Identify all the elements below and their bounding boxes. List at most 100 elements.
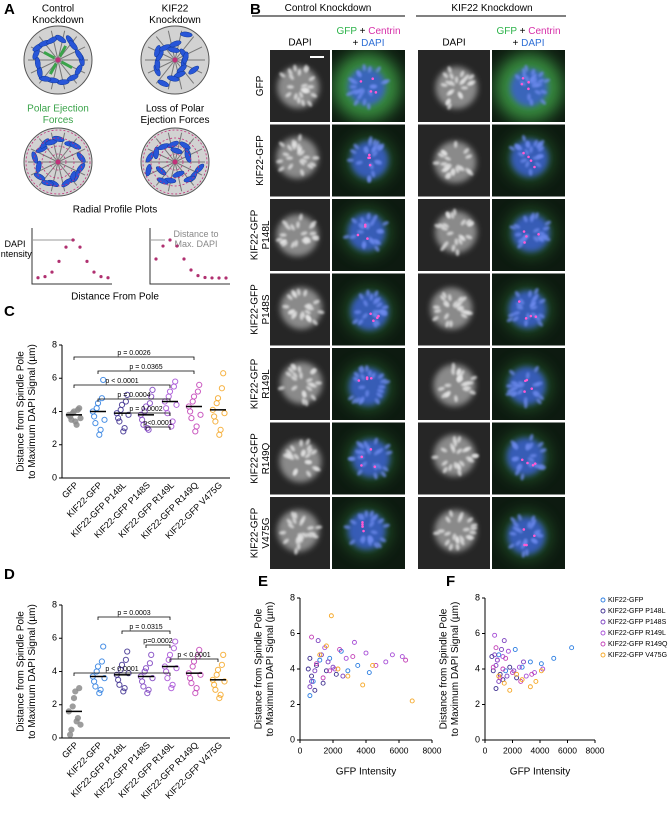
panel-label: C <box>4 303 15 320</box>
chromatin <box>453 140 458 148</box>
chromosome <box>156 177 169 185</box>
chromatin <box>442 223 449 228</box>
chromatin <box>357 469 363 476</box>
centrin-spot <box>356 233 360 237</box>
chromatin <box>434 309 442 313</box>
data-point <box>314 661 319 667</box>
chromatin <box>536 235 544 241</box>
chromatin <box>529 98 534 106</box>
chromatin <box>366 212 371 220</box>
radial-ring <box>49 153 67 171</box>
chromatin <box>508 145 516 151</box>
chromatin <box>367 175 371 183</box>
chromatin <box>290 224 295 231</box>
chromatin <box>287 523 295 529</box>
chromatin <box>299 150 305 156</box>
data-point <box>173 401 180 408</box>
centrin-spot <box>357 379 361 382</box>
data-point <box>120 428 127 435</box>
data-point <box>317 652 323 658</box>
column-header: DAPI <box>442 38 465 49</box>
chromatin <box>465 154 472 159</box>
chromatin <box>292 372 298 378</box>
chromatin <box>452 300 458 307</box>
spindle <box>50 161 59 192</box>
chromatin <box>517 514 522 521</box>
data-point <box>69 703 76 710</box>
spindle <box>57 46 86 61</box>
data-point <box>68 726 75 733</box>
micrograph <box>418 497 490 569</box>
radial-ring <box>142 129 208 195</box>
data-point <box>340 673 346 679</box>
spindle <box>174 138 195 163</box>
y-tick-label: 0 <box>290 734 295 744</box>
pole <box>172 57 178 63</box>
p-value: p=0.0002 <box>143 638 172 645</box>
significance-bracket <box>97 616 171 620</box>
row-label: KIF22-GFPP148L <box>249 209 272 260</box>
y-axis-label-line: to Maximum DAPI Signal (µm) <box>26 604 37 739</box>
chromatin <box>303 64 308 72</box>
chromatin <box>539 464 547 469</box>
chromatin <box>303 289 308 297</box>
centrin-spot <box>365 377 369 381</box>
chromatin <box>457 469 462 477</box>
data-point <box>194 388 201 395</box>
micrograph <box>418 124 490 197</box>
chromatin <box>445 172 450 179</box>
chromatin <box>509 531 517 536</box>
chromatin <box>301 532 308 538</box>
chromatin <box>298 134 302 141</box>
spindle <box>174 132 183 163</box>
chromatin <box>383 523 390 528</box>
profile-dot <box>203 275 207 280</box>
column-header: DAPI <box>288 38 311 49</box>
centrin-spot <box>361 523 364 526</box>
centrin-spot <box>369 312 372 316</box>
y-tick-label: 4 <box>475 663 480 673</box>
data-point <box>335 666 341 672</box>
data-point <box>163 668 170 675</box>
chromatin <box>459 538 465 546</box>
centrin-spot <box>377 314 380 318</box>
chromosome <box>169 40 182 48</box>
diagram-label: Polar Ejection Forces <box>27 103 89 126</box>
chromatin <box>512 526 520 532</box>
chromatin <box>313 299 320 305</box>
force-arrow <box>58 45 67 58</box>
chromatin <box>447 294 452 302</box>
data-point <box>190 658 198 665</box>
chromatin <box>531 538 538 544</box>
data-point <box>170 645 177 652</box>
chromatin <box>514 291 520 298</box>
centrin-spot <box>525 378 529 382</box>
data-point <box>312 687 318 693</box>
chromatin <box>282 220 288 226</box>
diagram-label-line: Ejection Forces <box>141 114 210 125</box>
chromatin <box>534 90 542 95</box>
chromatin <box>367 65 372 73</box>
chromosome <box>38 75 52 82</box>
centrin-spot <box>368 163 372 167</box>
chromatin <box>445 80 452 86</box>
chromatin <box>466 381 474 385</box>
data-point <box>320 680 326 686</box>
chromatin <box>529 433 534 441</box>
chromatin <box>533 529 541 534</box>
row-label-line: KIF22-GFP <box>255 135 266 186</box>
data-point <box>343 655 349 661</box>
data-point <box>211 413 218 420</box>
x-tick-label: 4000 <box>357 745 376 755</box>
data-point <box>507 687 513 693</box>
chromatin <box>350 149 357 154</box>
chromatin <box>287 144 293 151</box>
data-point <box>74 406 82 413</box>
radial-ring <box>158 145 192 179</box>
chromatin <box>444 383 452 388</box>
micrograph <box>492 497 565 569</box>
chromatin <box>467 535 474 540</box>
data-point <box>363 650 369 656</box>
chromatin <box>296 96 301 104</box>
chromatin <box>465 234 473 240</box>
